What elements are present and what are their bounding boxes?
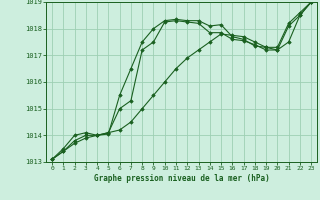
X-axis label: Graphe pression niveau de la mer (hPa): Graphe pression niveau de la mer (hPa) — [94, 174, 269, 183]
